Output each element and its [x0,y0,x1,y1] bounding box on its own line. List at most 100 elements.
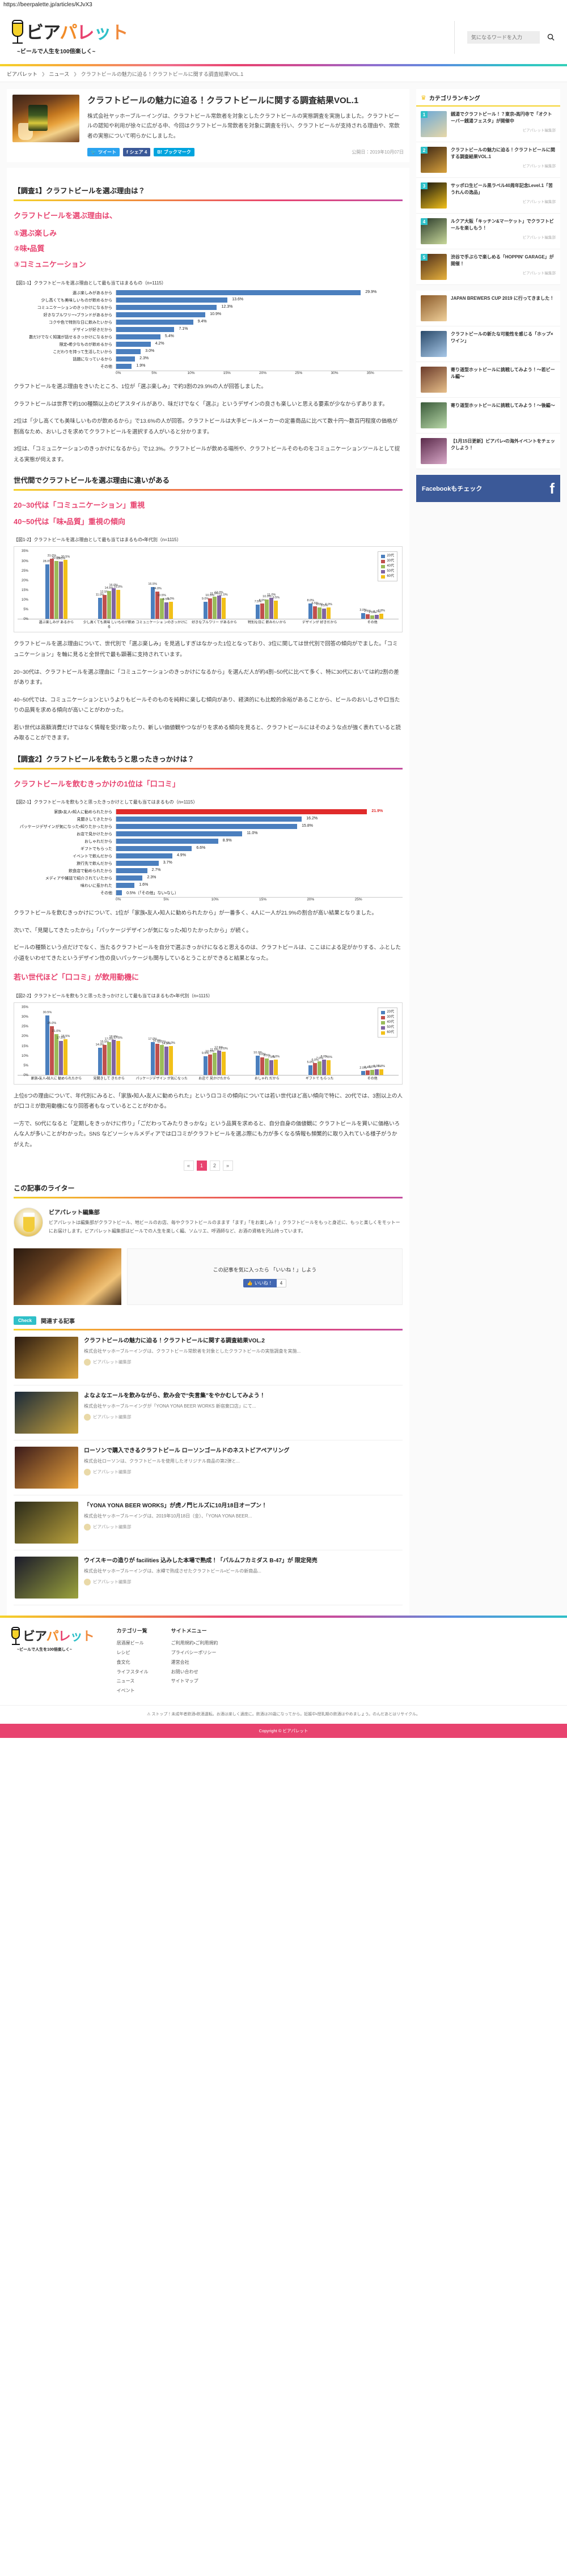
footer-category-link[interactable]: 食文化 [116,1659,130,1665]
chart-x-tick: コミュニケーショ ンのきっかけに [136,621,188,625]
chart-legend-item: 40代 [381,564,394,569]
sidebar-ranking-item[interactable]: 4 ルクア大阪「キッチン&マーケット」でクラフトビールを楽しもう！ ビアパレット編集… [416,214,560,249]
sidebar-ranking-item[interactable]: 5 渋谷で手ぶらで楽しめる「HOPPIN' GARAGE」が開催！ ビアパレット編集… [416,249,560,285]
writer-name[interactable]: ビアパレット編集部 [49,1210,100,1217]
breadcrumb-item-news[interactable]: ニュース [49,71,70,77]
chart-bar-value: 11.5% [210,1048,219,1052]
share-twitter-button[interactable]: 🐦 ツイート [87,148,120,157]
sidebar-ranking-list: 1 銭湯でクラフトビール！？東京・高円寺で「オクトーバー銭湯フェスタ」が開催中 ビア… [416,107,560,285]
sidebar-news-item[interactable]: JAPAN BREWERS CUP 2019 に行ってきました！ [416,291,560,326]
chart-bar-value: 18.5% [61,1034,70,1038]
related-item[interactable]: ウイスキーの造りが facilities 込みした本場で熟成！「バルムフカミダス… [14,1550,403,1606]
chart-bar: 21.0% [52,1030,61,1076]
footer-category-link[interactable]: イベント [116,1688,135,1694]
footer-category-link[interactable]: レシピ [116,1650,130,1655]
sidebar-news-title[interactable]: JAPAN BREWERS CUP 2019 に行ってきました！ [451,296,555,301]
footer-menu-link[interactable]: 運営会社 [171,1659,189,1665]
chart-axis-tick: 20% [259,371,267,376]
breadcrumb-item-home[interactable]: ビアパレット [7,71,37,77]
chart1-title: 【図1-1】クラフトビールを選ぶ理由として最も当てはまるもの（n=1115） [14,280,166,286]
related-item[interactable]: よなよなエールを飲みながら、飲み会で“失言集”をやかむしてみよう！ 株式会社ヤッホ… [14,1385,403,1441]
sidebar-facebook-card[interactable]: Facebookもチェック f [416,475,560,502]
footer-logo[interactable]: ビアパレット ~ビールで人生を100倍楽しく~ [10,1627,95,1696]
sidebar-rank-badge: 4 [421,218,428,225]
sidebar-ranking-title-text[interactable]: 銭湯でクラフトビール！？東京・高円寺で「オクトーバー銭湯フェスタ」が開催中 [451,112,552,124]
page-next-button[interactable]: » [222,1161,233,1171]
sidebar-ranking-title-text[interactable]: クラフトビールの魅力に迫る！クラフトビールに関する調査結果VOL.1 [451,147,555,160]
sidebar-news-title[interactable]: 【1月15日更新】ビアパレ・の海外イベントをチェックしよう！ [451,439,555,451]
footer-categories-heading: カテゴリー覧 [116,1628,147,1634]
chart-bar-track: 3.0% [116,349,403,355]
footer-category-link[interactable]: 居酒屋ビール [116,1640,144,1646]
footer-menu-link[interactable]: ご利用規約・ご利用規約 [171,1640,218,1646]
search-input[interactable] [467,31,540,44]
chart-bar-value: 5.0% [307,1060,314,1064]
chart-bar-value: 3.7% [163,861,172,865]
site-logo[interactable]: ビアパレット ~ビールで人生を100倍楽しく~ [10,19,128,55]
chart-bar-label: 家族・友人・知人に勧められたから [54,810,112,814]
chart-bar-track: 0.5%（「その他」ない・なし） [116,890,403,896]
page-2-button[interactable]: 2 [209,1161,220,1171]
sidebar-news-title[interactable]: 寄り道型ホットビールに挑戦してみよう！～若ビール編～ [451,367,555,380]
footer-category-link[interactable]: ニュース [116,1678,135,1684]
related-item[interactable]: クラフトビールの魅力に迫る！クラフトビールに関する調査結果VOL.2 株式会社ヤッ… [14,1330,403,1386]
chart-bar [116,875,143,881]
sidebar-ranking-author: ビアパレット編集部 [522,164,556,168]
logo-char-1: ビ [26,23,44,42]
search-icon[interactable] [544,31,557,44]
share-hatena-label: ブックマーク [163,150,191,155]
chart-bar-group: 14.0% 15.5% 17.0% 18.0% 17.5% [83,1007,136,1076]
sidebar-ranking-title-text[interactable]: 渋谷で手ぶらで楽しめる「HOPPIN' GARAGE」が開催！ [451,254,554,267]
footer-menu-link[interactable]: サイトマップ [171,1678,198,1684]
footer-category-link[interactable]: ライフスタイル [116,1669,149,1674]
sidebar-ranking-author: ビアパレット編集部 [522,199,556,204]
chart-bar: 30.5% [43,1011,52,1076]
page-prev-button[interactable]: « [183,1161,194,1171]
chart-bar: 16.0% [109,584,118,619]
sidebar-news-item[interactable]: 寄り道型ホットビールに挑戦してみよう！～若ビール編～ [416,362,560,398]
sidebar: ♛ カテゴリランキング 1 銭湯でクラフトビール！？東京・高円寺で「オクトーバー銭… [416,89,560,1616]
related-item-title[interactable]: よなよなエールを飲みながら、飲み会で“失言集”をやかむしてみよう！ [84,1393,265,1400]
related-item[interactable]: ローソンで購入できるクラフトビール ローソンゴールドのネストビアペアリング 株式会… [14,1440,403,1496]
share-facebook-button[interactable]: f シェア 4 [122,148,151,157]
chart-x-tick: 見聞きして きたから [93,1077,125,1081]
related-item-title[interactable]: ローソンで購入できるクラフトビール ローソンゴールドのネストビアペアリング [84,1448,290,1455]
related-item-title[interactable]: クラフトビールの魅力に迫る！クラフトビールに関する調査結果VOL.2 [84,1338,265,1345]
chart-bar-group: 5.0% 6.0% 7.0% 8.0% 7.5% [293,1007,346,1076]
sidebar-ranking-item[interactable]: 2 クラフトビールの魅力に迫る！クラフトビールに関する調査結果VOL.1 ビアパレッ… [416,142,560,178]
chart-bar-value: 10.9% [210,312,222,317]
chart-bar: 10.5% [205,594,214,619]
chart-bar-value: 9.5% [201,1052,209,1056]
sidebar-ranking-item[interactable]: 3 サッポロ生ビール黒ラベル40周年記念Level.1「苦うれんの逸品」 ビアパレッ… [416,178,560,214]
chart-bar: 10.0% [263,595,272,619]
chart-bar-value: 7.5% [325,1056,332,1060]
chart-bar-row: 少し高くても美味しいものが飲めるから 13.6% [14,297,403,303]
sidebar-ranking-title-text[interactable]: ルクア大阪「キッチン&マーケット」でクラフトビールを楽しもう！ [451,219,554,231]
sidebar-news-item[interactable]: 【1月15日更新】ビアパレ・の海外イベントをチェックしよう！ [416,433,560,469]
chart-bar-value: 13.6% [232,297,244,302]
sidebar-ranking-title-text[interactable]: サッポロ生ビール黒ラベル40周年記念Level.1「苦うれんの逸品」 [451,183,553,195]
chart-bar-value: 14.0% [153,587,162,591]
footer-menu-link[interactable]: プライバシーポリシー [171,1650,217,1655]
share-hatena-button[interactable]: B! ブックマーク [154,148,194,157]
related-item-title[interactable]: ウイスキーの造りが facilities 込みした本場で熟成！「バルムフカミダス… [84,1558,318,1565]
sidebar-news-item[interactable]: クラフトビールの新たな可能性を感じる「ホップ×ワイン」 [416,326,560,362]
chart-bar: 25.0% [48,1022,56,1076]
related-item[interactable]: 「YONA YONA BEER WORKS」が虎ノ門ヒルズに10月18日オープン… [14,1495,403,1551]
chart-legend-item: 30代 [381,1015,394,1020]
related-item-title[interactable]: 「YONA YONA BEER WORKS」が虎ノ門ヒルズに10月18日オープン… [84,1503,267,1510]
sidebar-news-title[interactable]: 寄り道型ホットビールに挑戦してみよう！～後編～ [451,403,555,408]
browser-url-bar[interactable]: https://beerpalette.jp/articles/KJvX3 [0,0,567,10]
chart-bar-value: 10.5% [157,594,166,598]
sidebar-news-title[interactable]: クラフトビールの新たな可能性を感じる「ホップ×ワイン」 [451,331,553,344]
sidebar-ranking-item[interactable]: 1 銭湯でクラフトビール！？東京・高円寺で「オクトーバー銭湯フェスタ」が開催中 ビア… [416,107,560,142]
related-item-author-name: ビアパレット編集部 [93,1524,132,1530]
page-1-button[interactable]: 1 [196,1161,207,1171]
sidebar-news-item[interactable]: 寄り道型ホットビールに挑戦してみよう！～後編～ [416,398,560,433]
facebook-like-widget[interactable]: 👍 いいね！ 4 [243,1279,287,1288]
facebook-like-button[interactable]: 👍 いいね！ [243,1279,277,1288]
related-item-description: 株式会社ヤッホーブルーイングが「YONA YONA BEER WORKS 新宿東… [84,1404,256,1409]
chart-x-tick: パッケージデザイン が気になった [136,1077,188,1081]
chart-bar-value: 17.0% [148,1037,157,1041]
footer-menu-link[interactable]: お問い合わせ [171,1669,198,1674]
